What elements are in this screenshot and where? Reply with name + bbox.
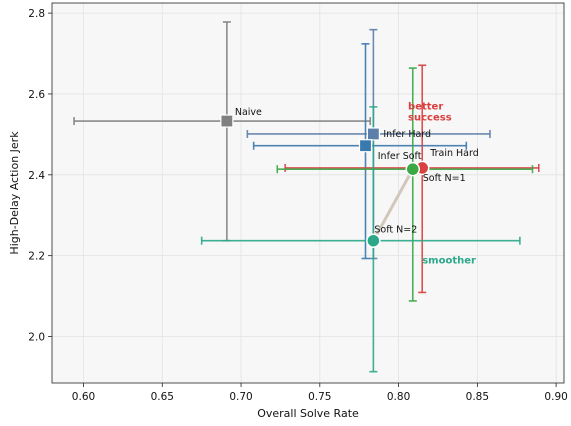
y-tick-label: 2.4 bbox=[28, 170, 45, 182]
markers bbox=[220, 114, 430, 248]
point-label: Train Hard bbox=[429, 148, 479, 159]
plot-background bbox=[52, 3, 564, 383]
x-axis-ticks: 0.60 0.65 0.70 0.75 0.80 0.85 0.90 bbox=[72, 383, 568, 403]
x-tick-label: 0.90 bbox=[544, 391, 567, 403]
x-tick-label: 0.65 bbox=[151, 391, 174, 403]
annotation-text: better success bbox=[408, 101, 452, 123]
data-point-square bbox=[220, 114, 234, 128]
connector-line bbox=[372, 168, 415, 242]
y-tick-label: 2.6 bbox=[28, 89, 45, 101]
x-tick-label: 0.60 bbox=[72, 391, 95, 403]
annotation-line: better bbox=[408, 101, 443, 112]
annotation-text: smoother bbox=[422, 256, 476, 267]
data-point-square bbox=[366, 127, 380, 141]
point-label: Infer Soft bbox=[378, 151, 422, 162]
x-tick-label: 0.75 bbox=[308, 391, 331, 403]
y-tick-label: 2.8 bbox=[28, 8, 45, 20]
x-axis-label: Overall Solve Rate bbox=[257, 407, 359, 420]
x-tick-label: 0.85 bbox=[466, 391, 489, 403]
annotation-line: success bbox=[408, 112, 452, 123]
data-point-circle bbox=[405, 161, 421, 177]
x-tick-label: 0.80 bbox=[387, 391, 410, 403]
y-tick-label: 2.0 bbox=[28, 332, 45, 344]
annotations: better success smoother bbox=[408, 101, 476, 266]
point-label: Naive bbox=[235, 107, 262, 118]
connector-line-segment bbox=[372, 168, 415, 242]
y-tick-label: 2.2 bbox=[28, 251, 45, 263]
x-tick-label: 0.70 bbox=[229, 391, 252, 403]
point-label: Infer Hard bbox=[383, 129, 431, 140]
point-label: Soft N=1 bbox=[423, 173, 466, 184]
y-axis-ticks: 2.0 2.2 2.4 2.6 2.8 bbox=[28, 8, 52, 344]
y-axis-label: High-Delay Action Jerk bbox=[8, 131, 21, 255]
annotation-line: smoother bbox=[422, 256, 476, 267]
data-point-square bbox=[358, 139, 373, 153]
point-label: Soft N=2 bbox=[374, 225, 417, 236]
plot-frame bbox=[51, 2, 565, 384]
data-point-circle bbox=[366, 233, 381, 248]
